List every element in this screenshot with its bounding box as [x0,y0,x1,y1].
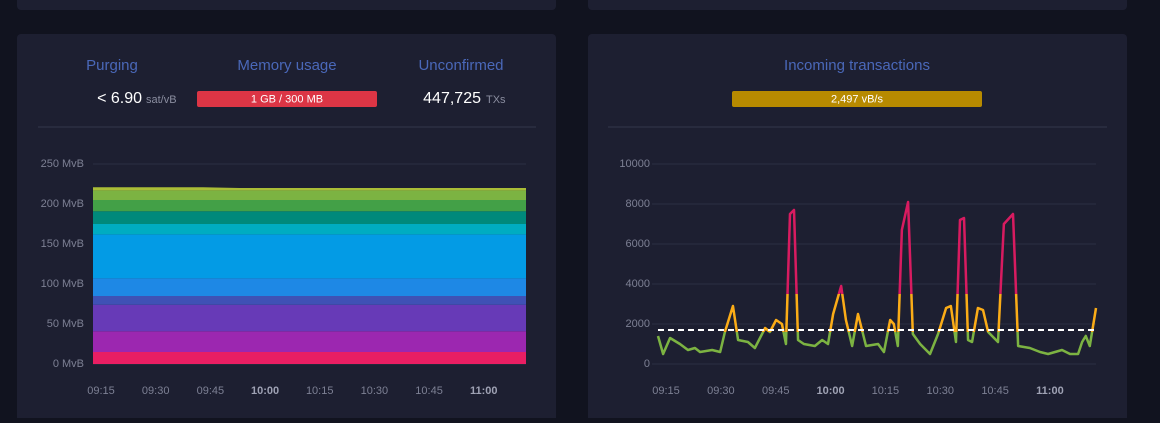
y-tick-label: 8000 [626,198,650,210]
area-layer [93,211,526,224]
area-layer [93,200,526,212]
x-tick-label: 10:15 [306,385,334,397]
area-layer [93,224,526,235]
x-tick-label: 09:45 [197,385,225,397]
y-tick-label: 0 MvB [53,358,84,370]
x-tick-label: 10:00 [251,385,279,397]
y-tick-label: 100 MvB [41,278,84,290]
line [656,200,1098,356]
x-tick-label: 10:00 [816,385,844,397]
y-tick-label: 250 MvB [41,158,84,170]
x-tick-label: 09:30 [707,385,735,397]
stat-value: < 6.90 [97,90,142,107]
area-layer [93,234,526,279]
x-tick-label: 11:00 [1036,385,1064,397]
area-layer [93,278,526,296]
stat-unit: sat/vB [146,94,177,106]
y-tick-label: 50 MvB [47,318,84,330]
card [588,0,1127,10]
incoming-bar [732,91,982,107]
stat-label: Purging [86,57,138,74]
x-tick-label: 09:30 [142,385,170,397]
stat-label: Incoming transactions [784,57,930,74]
x-tick-label: 09:15 [652,385,680,397]
x-tick-label: 09:15 [87,385,115,397]
stat-label: Unconfirmed [418,57,503,74]
x-tick-label: 10:45 [415,385,443,397]
y-tick-label: 150 MvB [41,238,84,250]
x-tick-label: 09:45 [762,385,790,397]
card [588,34,1127,423]
card [17,0,556,10]
x-tick-label: 10:30 [926,385,954,397]
x-tick-label: 10:30 [361,385,389,397]
memory-bar [197,91,377,107]
stat-label: Memory usage [237,57,336,74]
area-layer [93,190,526,200]
x-tick-label: 10:15 [872,385,900,397]
y-tick-label: 2000 [626,318,650,330]
y-tick-label: 4000 [626,278,650,290]
area-layer [93,331,526,352]
area-layer [93,352,526,364]
x-tick-label: 10:45 [981,385,1009,397]
area-layer [93,304,526,332]
x-tick-label: 11:00 [470,385,498,397]
area-layer [93,296,526,305]
y-tick-label: 200 MvB [41,198,84,210]
stat-unit: TXs [486,94,506,106]
y-tick-label: 10000 [619,158,650,170]
y-tick-label: 0 [644,358,650,370]
stat-value: 1 GB / 300 MB [251,93,323,105]
y-tick-label: 6000 [626,238,650,250]
stat-value: 447,725 [423,90,481,107]
stat-value: 2,497 vB/s [831,93,883,105]
area-layer [93,187,526,191]
